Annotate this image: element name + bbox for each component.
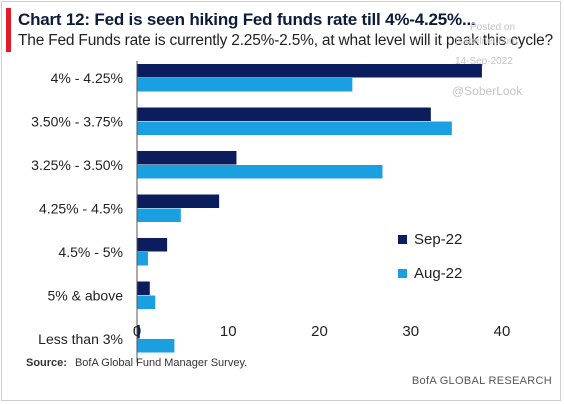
bar-aug-22 [137,78,353,92]
chart-title: Chart 12: Fed is seen hiking Fed funds r… [18,10,476,29]
x-tick-label: 10 [220,323,237,340]
x-tick-label: 20 [311,323,328,340]
watermark-handle: @SoberLook [452,84,523,98]
legend-swatch-sep-22 [398,235,407,244]
bar-aug-22 [137,121,452,135]
bar-aug-22 [137,295,156,309]
source-text: BofA Global Fund Manager Survey. [74,357,248,369]
category-label: 4% - 4.25% [51,70,123,86]
bar-sep-22 [137,325,140,339]
bar-aug-22 [137,339,175,353]
bar-aug-22 [137,252,148,266]
watermark-posted: Posted on [470,22,516,33]
category-label: 3.25% - 3.50% [31,157,123,173]
category-label: Less than 3% [38,331,123,347]
chart-subtitle: The Fed Funds rate is currently 2.25%-2.… [18,32,553,49]
bar-sep-22 [137,194,220,208]
legend-label-sep-22: Sep-22 [414,231,462,248]
bar-aug-22 [137,165,383,179]
legend-swatch-aug-22 [398,269,407,278]
bar-aug-22 [137,208,181,222]
bar-sep-22 [137,64,482,78]
legend-label-aug-22: Aug-22 [414,265,462,282]
watermark-date: 14-Sep-2022 [455,56,513,67]
bar-sep-22 [137,151,237,165]
bar-sep-22 [137,281,150,295]
category-label: 4.25% - 4.5% [39,201,123,217]
title-accent-bar [6,8,11,52]
watermark-site: Isabelnet.com [455,36,518,47]
bar-sep-22 [137,107,431,121]
research-credit: BofA GLOBAL RESEARCH [411,375,552,387]
source-label: Source: [26,357,67,369]
x-tick-label: 40 [494,323,511,340]
source-note: Source: BofA Global Fund Manager Survey. [26,357,247,369]
x-tick-label: 0 [133,323,141,340]
category-label: 5% & above [48,288,124,304]
category-label: 3.50% - 3.75% [31,114,123,130]
category-label: 4.5% - 5% [58,244,123,260]
bar-sep-22 [137,238,168,252]
x-tick-label: 30 [402,323,419,340]
